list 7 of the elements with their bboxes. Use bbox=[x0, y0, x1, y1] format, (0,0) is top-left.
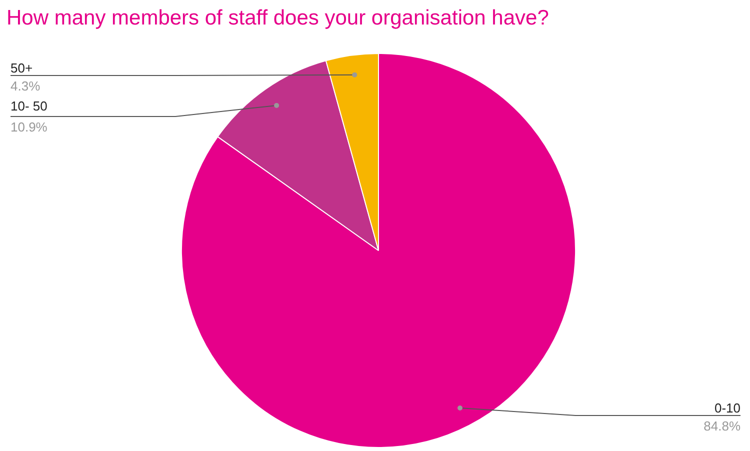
slice-label: 10- 50 bbox=[10, 98, 48, 114]
data-label: 10.9% bbox=[10, 120, 48, 134]
chart-title: How many members of staff does your organisation have? bbox=[6, 6, 549, 30]
data-label: 4.3% bbox=[10, 78, 41, 94]
slice-label: 0-10 bbox=[714, 400, 741, 416]
slice-label: 50+ bbox=[10, 60, 33, 76]
data-label: 84.8% bbox=[704, 418, 741, 434]
